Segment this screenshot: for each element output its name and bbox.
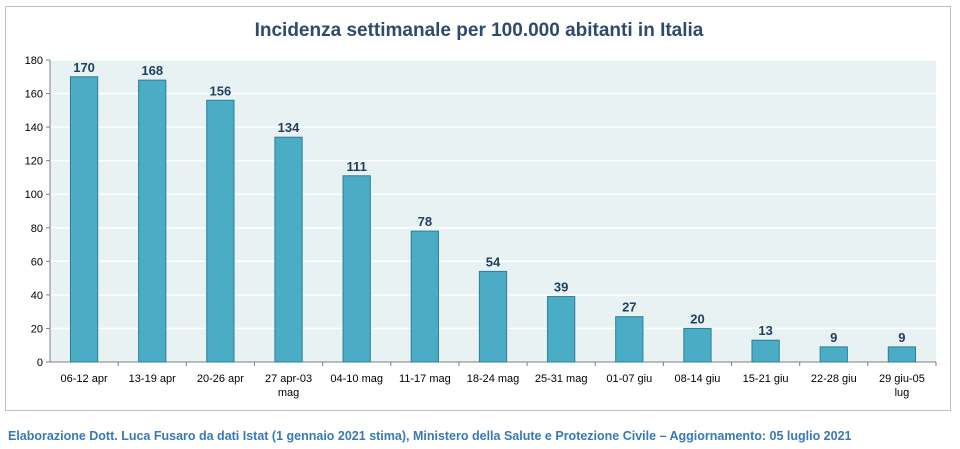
data-label: 134 (278, 120, 300, 135)
y-tick-label: 160 (25, 89, 43, 101)
data-label: 78 (418, 214, 432, 229)
bar (138, 79, 167, 363)
data-label: 9 (898, 330, 905, 345)
y-tick-label: 140 (25, 122, 43, 134)
data-label: 9 (830, 330, 837, 345)
chart-title: Incidenza settimanale per 100.000 abitan… (254, 20, 704, 41)
source-note: Elaborazione Dott. Luca Fusaro da dati I… (8, 429, 852, 443)
bar (342, 175, 371, 363)
y-tick-label: 40 (31, 290, 43, 302)
x-tick-label: 20-26 apr (197, 373, 244, 385)
data-label: 20 (690, 311, 704, 326)
x-tick-label: 22-28 giu (811, 373, 857, 385)
x-tick-label: 08-14 giu (675, 373, 721, 385)
x-tick-label: 15-21 giu (743, 373, 789, 385)
data-label: 54 (486, 254, 501, 269)
bar (274, 136, 303, 363)
bar (615, 316, 644, 363)
bar-chart: 0 20 40 60 80 100 120 140 160 180 170 06-12 apr 168 1… (25, 55, 937, 399)
data-label: 39 (554, 280, 568, 295)
x-tick-label: 29 giu-05 lug (879, 373, 925, 399)
x-tick-label: 01-07 giu (606, 373, 652, 385)
bar (410, 230, 439, 363)
bar (69, 76, 99, 363)
data-label: 13 (758, 323, 772, 338)
data-label: 27 (622, 300, 636, 315)
x-tick-label: 04-10 mag (330, 373, 383, 385)
data-label: 111 (347, 159, 367, 174)
data-label: 168 (141, 63, 163, 78)
data-label: 156 (210, 83, 232, 98)
bar (478, 270, 508, 363)
y-tick-label: 20 (31, 323, 43, 335)
bar (751, 339, 780, 363)
bar (683, 327, 712, 363)
y-tick-label: 60 (31, 256, 43, 268)
bar (547, 296, 576, 363)
data-label: 170 (73, 60, 95, 75)
y-tick-label: 0 (37, 357, 43, 369)
x-tick-label: 27 apr-03 mag (265, 373, 312, 399)
x-tick-label: 11-17 mag (399, 373, 451, 385)
y-tick-label: 120 (25, 156, 43, 168)
x-tick-label: 25-31 mag (535, 373, 588, 385)
chart-frame: Incidenza settimanale per 100.000 abitan… (5, 6, 951, 411)
x-tick-label: 13-19 apr (129, 373, 176, 385)
y-tick-label: 100 (25, 189, 43, 201)
bar (819, 346, 848, 363)
y-tick-label: 180 (25, 55, 43, 67)
x-tick-label: 06-12 apr (61, 373, 108, 385)
y-tick-label: 80 (31, 223, 43, 235)
bar (206, 99, 235, 363)
x-tick-label: 18-24 mag (467, 373, 520, 385)
bar (887, 346, 917, 363)
